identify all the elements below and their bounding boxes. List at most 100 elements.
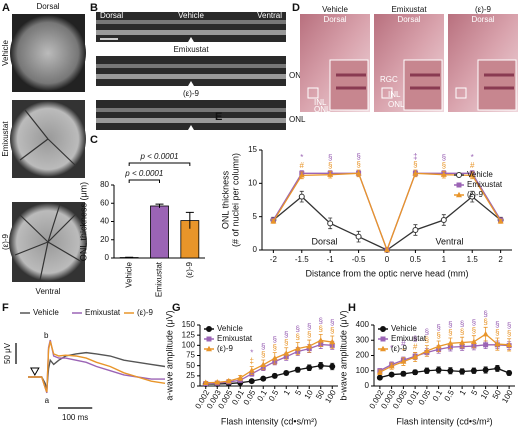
significance: § — [284, 338, 288, 347]
significance: * — [390, 344, 393, 353]
legend-label: Emixustat — [391, 334, 427, 343]
x-tick-label: Emixustat — [155, 261, 164, 297]
significance: § — [507, 321, 511, 330]
point — [214, 379, 221, 385]
panel-label: B — [90, 2, 98, 14]
orientation-label: Ventral — [257, 11, 282, 20]
point — [440, 171, 447, 177]
point — [388, 362, 395, 369]
panel-label: C — [90, 134, 98, 146]
x-tick-label: Vehicle — [124, 261, 133, 287]
bracket — [128, 179, 160, 183]
layer-label: RGC — [380, 75, 398, 84]
legend-label: (ε)-9 — [467, 190, 484, 199]
point — [482, 366, 489, 373]
point — [423, 347, 430, 354]
point — [483, 342, 489, 348]
layer-label: ONL — [388, 100, 405, 109]
point — [317, 337, 324, 343]
orientation-label: Dorsal — [397, 15, 420, 24]
y-axis-label: (# of nuclei per column) — [230, 153, 240, 247]
point — [283, 350, 290, 356]
point — [271, 372, 278, 379]
legend-marker — [206, 345, 212, 352]
point — [260, 361, 267, 368]
significance: # — [300, 161, 305, 170]
point — [283, 369, 290, 376]
significance: § — [436, 323, 440, 332]
point — [294, 345, 301, 351]
significance: ‡ — [250, 357, 254, 366]
annotation: a — [45, 396, 50, 405]
x-tick-label: 5 — [469, 388, 479, 397]
orientation-label: Dorsal — [323, 15, 346, 24]
significance: § — [460, 319, 464, 328]
y-tick-label: 15 — [248, 145, 257, 154]
error-bar — [185, 211, 194, 229]
x-tick-label: 10 — [303, 388, 316, 401]
point — [327, 220, 334, 227]
point — [294, 366, 301, 373]
point — [355, 170, 362, 176]
significance: § — [330, 318, 334, 327]
significance: § — [460, 327, 464, 336]
significance: § — [472, 326, 476, 335]
y-tick-label: 20 — [100, 235, 109, 244]
panel-a: A Dorsal Vehicle Emixustat (ε)-9 Ventral — [1, 2, 87, 296]
y-tick-label: 0 — [365, 381, 370, 390]
point — [447, 340, 454, 346]
point — [482, 330, 489, 337]
significance: § — [507, 329, 511, 338]
significance: # — [401, 339, 406, 348]
significance: * — [250, 349, 253, 358]
series-line — [272, 195, 502, 251]
scale-label: 50 μV — [3, 342, 12, 364]
orientation-label: Dorsal — [100, 11, 123, 20]
y-tick-label: 0 — [191, 381, 196, 390]
y-tick-label: 80 — [100, 180, 109, 189]
x-tick-label: -0.5 — [352, 255, 366, 264]
point — [435, 366, 442, 373]
point — [469, 172, 476, 178]
y-tick-label: 100 — [356, 366, 370, 375]
x-tick-label: 1 — [442, 255, 447, 264]
panel-label: A — [2, 2, 10, 14]
x-tick-label: 5 — [293, 388, 303, 397]
point — [306, 364, 313, 371]
significance: § — [436, 331, 440, 340]
series-line — [379, 367, 510, 379]
panel-label: G — [172, 302, 181, 314]
legend-marker — [456, 182, 462, 188]
point — [225, 377, 232, 384]
point — [412, 369, 419, 376]
fundus-image — [10, 15, 86, 91]
legend-label: (ε)-9 — [391, 344, 408, 353]
significance: § — [442, 153, 446, 162]
legend-marker — [380, 326, 386, 332]
legend-marker — [456, 191, 462, 198]
point — [376, 369, 383, 375]
significance: § — [273, 343, 277, 352]
significance: § — [284, 330, 288, 339]
row-label: (ε)-9 — [183, 89, 200, 98]
y-tick-label: 200 — [356, 351, 370, 360]
stimulus-marker — [29, 367, 40, 377]
point — [506, 370, 513, 377]
point — [459, 339, 466, 345]
x-tick-label: 1 — [458, 388, 468, 397]
significance: § — [330, 326, 334, 335]
point — [412, 170, 419, 176]
y-tick-label: 100 — [182, 340, 196, 349]
x-tick-label: -1 — [327, 255, 335, 264]
legend-marker — [456, 172, 462, 178]
error-bar — [155, 203, 164, 208]
point — [376, 374, 383, 381]
significance: § — [442, 161, 446, 170]
point — [447, 367, 454, 374]
point — [329, 338, 336, 345]
panel-label: E — [215, 111, 222, 123]
x-tick-label: 0.1 — [255, 388, 269, 403]
point — [400, 358, 407, 364]
legend-marker — [206, 326, 212, 332]
significance: § — [319, 316, 323, 325]
